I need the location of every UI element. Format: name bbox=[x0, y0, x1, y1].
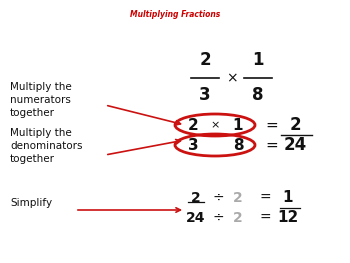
Text: 2: 2 bbox=[199, 51, 211, 69]
Text: 3: 3 bbox=[199, 86, 211, 104]
Text: 24: 24 bbox=[284, 136, 307, 154]
Text: 1: 1 bbox=[233, 118, 243, 133]
Text: Multiplying Fractions: Multiplying Fractions bbox=[130, 10, 220, 19]
Text: 2: 2 bbox=[233, 191, 243, 205]
Text: ×: × bbox=[210, 120, 220, 130]
Text: ×: × bbox=[226, 71, 238, 85]
Text: =: = bbox=[266, 118, 278, 133]
Text: 2: 2 bbox=[289, 116, 301, 134]
Text: 1: 1 bbox=[283, 190, 293, 205]
Text: 24: 24 bbox=[186, 211, 206, 225]
Text: =: = bbox=[259, 211, 271, 225]
Text: 2: 2 bbox=[233, 211, 243, 225]
Text: 2: 2 bbox=[188, 118, 198, 133]
Text: 2: 2 bbox=[191, 191, 201, 205]
Text: 8: 8 bbox=[252, 86, 264, 104]
Text: 12: 12 bbox=[277, 210, 299, 225]
Text: Multiply the
denominators
together: Multiply the denominators together bbox=[10, 128, 83, 164]
Text: Simplify: Simplify bbox=[10, 198, 52, 208]
Text: ÷: ÷ bbox=[212, 191, 224, 205]
Text: =: = bbox=[266, 138, 278, 153]
Text: ÷: ÷ bbox=[212, 211, 224, 225]
Text: 8: 8 bbox=[233, 138, 243, 153]
Text: 1: 1 bbox=[252, 51, 264, 69]
Text: 3: 3 bbox=[188, 138, 198, 153]
Text: Multiply the
numerators
together: Multiply the numerators together bbox=[10, 82, 72, 118]
Text: =: = bbox=[259, 191, 271, 205]
